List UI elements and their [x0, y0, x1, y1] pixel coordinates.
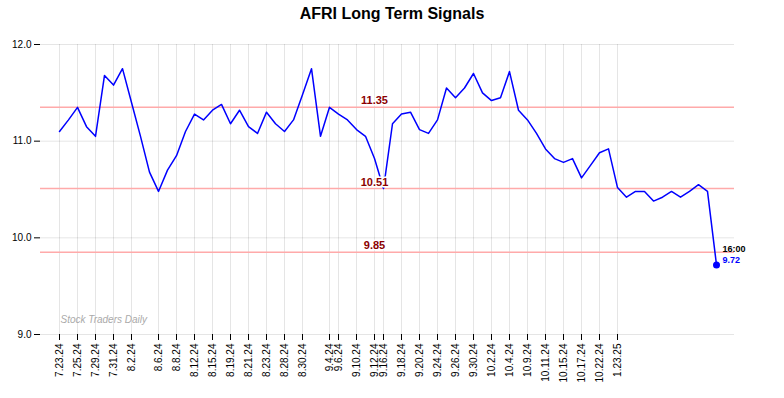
- svg-text:10.9.24: 10.9.24: [522, 343, 533, 377]
- svg-text:7.31.24: 7.31.24: [108, 343, 119, 377]
- svg-text:9.6.24: 9.6.24: [333, 343, 344, 371]
- svg-text:8.6.24: 8.6.24: [153, 343, 164, 371]
- svg-text:8.23.24: 8.23.24: [261, 343, 272, 377]
- svg-text:10.4.24: 10.4.24: [504, 343, 515, 377]
- svg-text:7.29.24: 7.29.24: [90, 343, 101, 377]
- svg-text:9.0: 9.0: [18, 329, 32, 340]
- svg-text:10.2.24: 10.2.24: [486, 343, 497, 377]
- svg-text:9.18.24: 9.18.24: [396, 343, 407, 377]
- svg-text:8.15.24: 8.15.24: [207, 343, 218, 377]
- svg-text:16:00: 16:00: [723, 244, 746, 254]
- svg-text:9.20.24: 9.20.24: [414, 343, 425, 377]
- html-text:AFRI Long Term Signals: AFRI Long Term Signals: [299, 5, 485, 22]
- svg-text:10.17.24: 10.17.24: [576, 343, 587, 382]
- svg-text:7.25.24: 7.25.24: [72, 343, 83, 377]
- svg-text:8.8.24: 8.8.24: [171, 343, 182, 371]
- svg-text:8.28.24: 8.28.24: [279, 343, 290, 377]
- svg-text:11.35: 11.35: [361, 94, 388, 106]
- svg-text:10.22.24: 10.22.24: [594, 343, 605, 382]
- svg-text:8.12.24: 8.12.24: [189, 343, 200, 377]
- svg-text:9.16.24: 9.16.24: [378, 343, 389, 377]
- svg-text:8.19.24: 8.19.24: [225, 343, 236, 377]
- svg-text:8.30.24: 8.30.24: [297, 343, 308, 377]
- svg-text:9.30.24: 9.30.24: [468, 343, 479, 377]
- svg-text:9.26.24: 9.26.24: [450, 343, 461, 377]
- svg-text:9.85: 9.85: [364, 239, 385, 251]
- svg-text:9.12.24: 9.12.24: [368, 343, 380, 377]
- svg-text:Stock Traders Daily: Stock Traders Daily: [61, 314, 149, 325]
- svg-text:11.0: 11.0: [13, 135, 32, 146]
- svg-text:10.15.24: 10.15.24: [558, 343, 569, 382]
- svg-text:10.11.24: 10.11.24: [540, 343, 551, 382]
- svg-text:9.4.24: 9.4.24: [323, 343, 335, 372]
- svg-text:9.24.24: 9.24.24: [432, 343, 443, 377]
- svg-text:1.23.25: 1.23.25: [612, 343, 623, 377]
- svg-text:7.23.24: 7.23.24: [54, 343, 65, 377]
- svg-text:10.51: 10.51: [361, 176, 389, 188]
- svg-text:10.0: 10.0: [12, 232, 32, 243]
- svg-text:9.72: 9.72: [723, 255, 741, 265]
- svg-text:8.21.24: 8.21.24: [243, 343, 254, 377]
- svg-text:12.0: 12.0: [12, 39, 32, 50]
- svg-text:8.2.24: 8.2.24: [126, 343, 137, 371]
- svg-text:9.10.24: 9.10.24: [351, 343, 362, 377]
